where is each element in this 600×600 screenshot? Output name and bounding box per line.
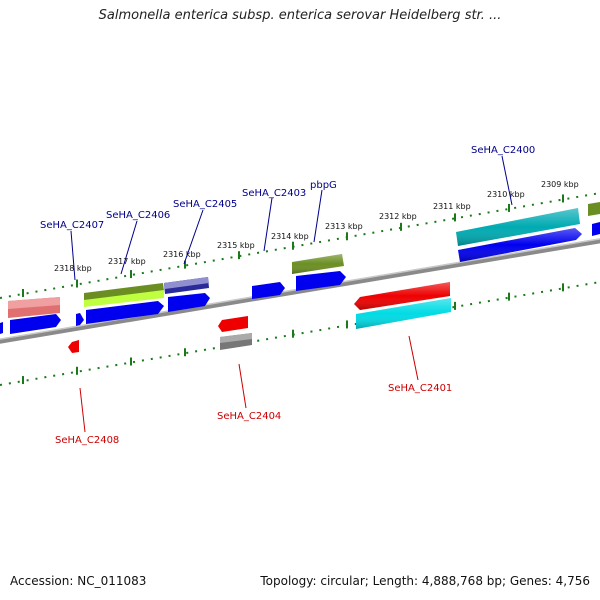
- major-ticks: [22, 194, 564, 385]
- connector: [183, 209, 204, 265]
- gene-feature[interactable]: [456, 208, 580, 246]
- gene-labels-bottom: SeHA_C2401 SeHA_C2404 SeHA_C2408: [55, 383, 452, 446]
- gene-feature[interactable]: [10, 314, 61, 334]
- label-connectors: [70, 155, 513, 433]
- tick-label: 2317 kbp: [108, 257, 146, 266]
- connector: [120, 220, 138, 275]
- gene-feature[interactable]: [84, 283, 164, 301]
- gene-feature[interactable]: [8, 297, 60, 309]
- gene-label[interactable]: SeHA_C2405: [173, 199, 237, 210]
- gene-feature[interactable]: [168, 293, 210, 312]
- accession-text: Accession: NC_011083: [10, 574, 147, 588]
- tick-label: 2316 kbp: [163, 250, 201, 259]
- tick-label: 2315 kbp: [217, 241, 255, 250]
- gene-feature[interactable]: [76, 313, 84, 326]
- gene-feature[interactable]: [84, 290, 164, 307]
- gene-feature[interactable]: [588, 202, 600, 216]
- connector: [313, 189, 323, 243]
- connector: [408, 335, 419, 381]
- tick-label: 2313 kbp: [325, 222, 363, 231]
- gene-feature[interactable]: [296, 271, 346, 291]
- connector: [70, 230, 76, 281]
- gene-feature[interactable]: [356, 298, 451, 329]
- gene-feature[interactable]: [592, 222, 600, 236]
- tick-label: 2312 kbp: [379, 212, 417, 221]
- gene-feature[interactable]: [354, 282, 450, 310]
- gene-label[interactable]: SeHA_C2400: [471, 145, 535, 156]
- gene-feature[interactable]: [86, 301, 164, 324]
- gene-label[interactable]: SeHA_C2403: [242, 188, 306, 199]
- connector: [79, 387, 86, 433]
- genome-backbone: [0, 238, 600, 344]
- gene-feature[interactable]: [220, 333, 252, 343]
- forward-genes-outer: [8, 202, 600, 318]
- gene-feature[interactable]: [218, 316, 248, 332]
- scale-labels: 2309 kbp 2310 kbp 2311 kbp 2312 kbp 2313…: [54, 180, 579, 273]
- connector: [501, 155, 513, 206]
- reverse-genes: [68, 282, 451, 353]
- gene-label[interactable]: SeHA_C2408: [55, 435, 119, 446]
- gene-label[interactable]: SeHA_C2407: [40, 220, 104, 231]
- gene-feature[interactable]: [0, 322, 3, 334]
- tick-label: 2310 kbp: [487, 190, 525, 199]
- connector: [263, 197, 273, 252]
- tick-label: 2311 kbp: [433, 202, 471, 211]
- map-title: Salmonella enterica subsp. enterica sero…: [98, 8, 502, 23]
- gene-label[interactable]: pbpG: [310, 180, 337, 191]
- gene-feature[interactable]: [292, 254, 344, 274]
- tick-label: 2309 kbp: [541, 180, 579, 189]
- tick-label: 2318 kbp: [54, 264, 92, 273]
- gene-label[interactable]: SeHA_C2406: [106, 210, 170, 221]
- gene-labels-top: SeHA_C2400 pbpG SeHA_C2403 SeHA_C2405 Se…: [40, 145, 535, 231]
- gene-label[interactable]: SeHA_C2404: [217, 411, 281, 422]
- gene-feature[interactable]: [252, 282, 285, 299]
- connector: [238, 363, 247, 409]
- gene-label[interactable]: SeHA_C2401: [388, 383, 452, 394]
- gene-feature[interactable]: [68, 340, 79, 353]
- gene-feature[interactable]: [458, 228, 582, 262]
- tick-label: 2314 kbp: [271, 232, 309, 241]
- forward-genes: [0, 222, 600, 334]
- genome-summary-text: Topology: circular; Length: 4,888,768 bp…: [260, 574, 590, 588]
- gene-feature[interactable]: [164, 277, 209, 289]
